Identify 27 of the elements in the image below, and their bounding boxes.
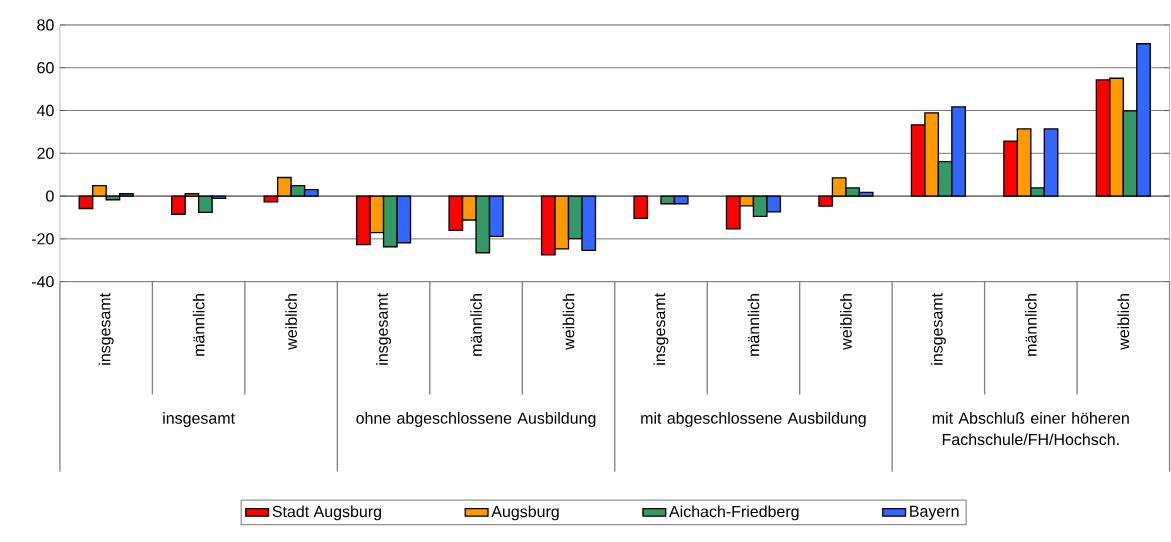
y-tick-label: 20 [37, 147, 54, 159]
x-tick-label: insgesamt [98, 292, 114, 365]
text: mit abgeschlossene Ausbildung [641, 411, 866, 427]
y-tick-label: 60 [37, 61, 54, 74]
x-tick-label: weiblich [562, 293, 575, 350]
x-tick-label: insgesamt [930, 292, 946, 365]
x-tick-label: männlich [470, 293, 482, 356]
legend-label: Stadt Augsburg [272, 505, 381, 521]
legend-label: Aichach-Friedberg [669, 505, 799, 521]
y-tick-label: -40 [31, 275, 54, 288]
y-tick-label: -20 [31, 233, 54, 245]
legend-label: Bayern [910, 505, 959, 520]
y-tick-label: 40 [36, 104, 54, 117]
text: ohne abgeschlossene Ausbildung [356, 411, 596, 427]
x-tick-label: männlich [1024, 293, 1037, 356]
text: mit Abschluß einer höheren Fachschule/FH/Hochsch. [932, 411, 1129, 445]
x-tick-label: weiblich [840, 293, 852, 350]
x-tick-label: insgesamt [653, 292, 669, 365]
y-tick-label: 80 [37, 19, 54, 31]
text: insgesamt [163, 411, 235, 427]
x-tick-label: männlich [192, 293, 205, 356]
legend-label: Augsburg [491, 505, 559, 521]
x-tick-label: männlich [747, 293, 760, 356]
y-tick-label: 0 [46, 190, 54, 202]
x-tick-label: weiblich [285, 293, 297, 350]
x-tick-label: weiblich [1117, 293, 1130, 350]
x-tick-label: insgesamt [376, 292, 392, 365]
